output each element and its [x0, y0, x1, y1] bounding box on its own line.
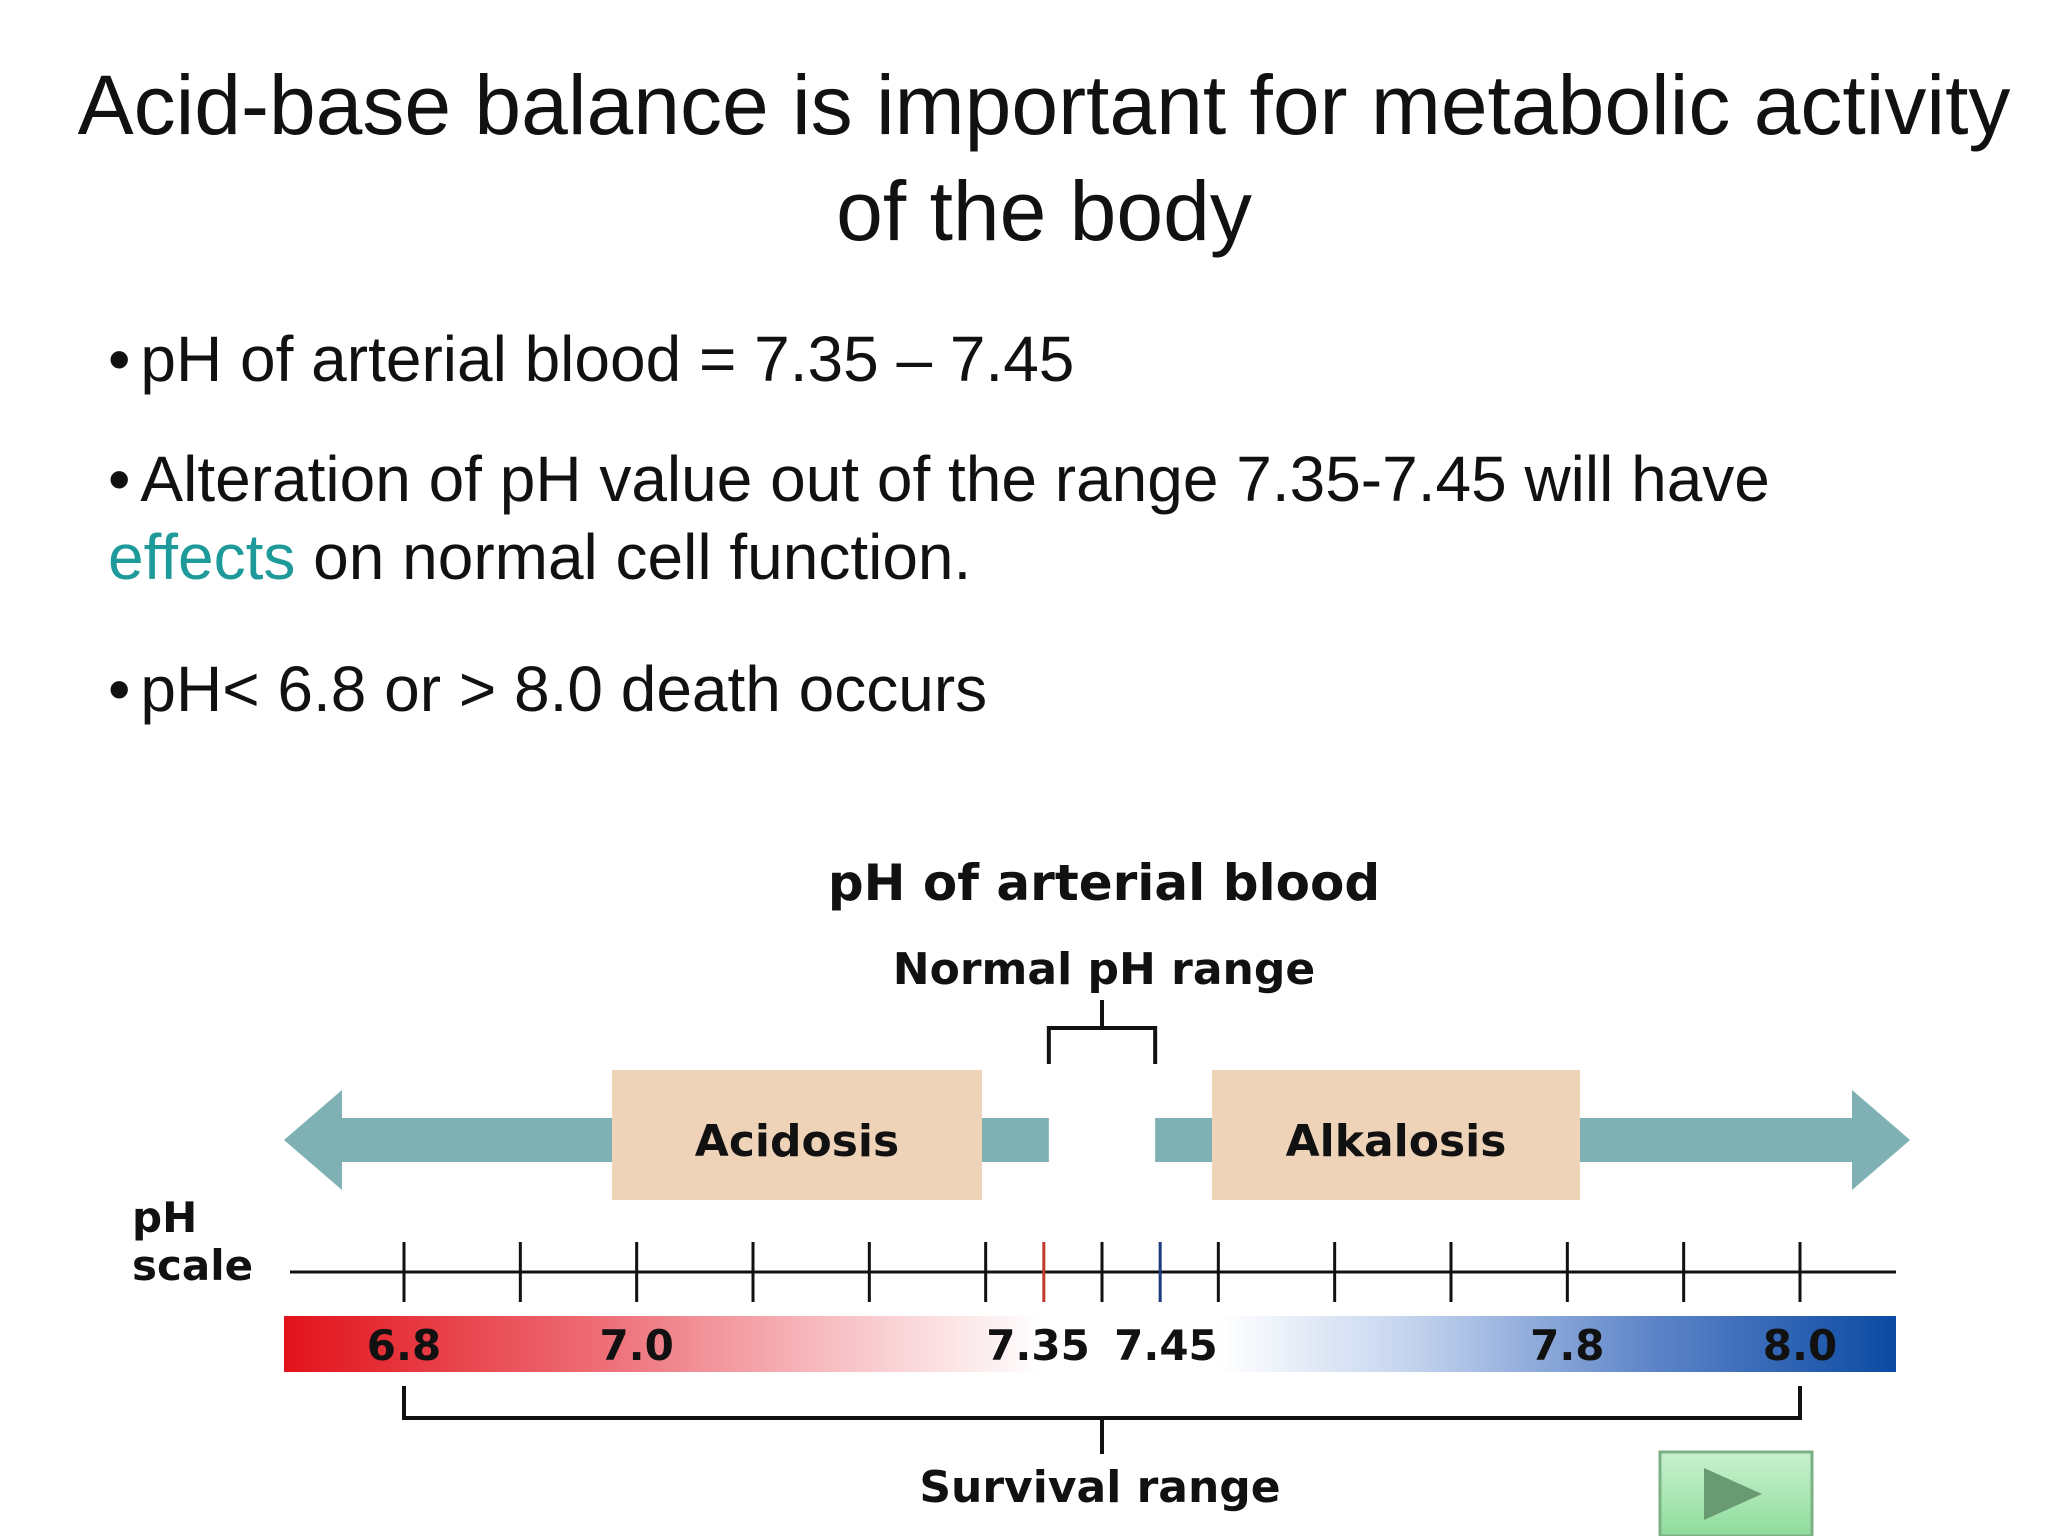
ph-tick-label: 7.45: [1114, 1321, 1218, 1370]
play-triangle-icon: [1704, 1468, 1762, 1520]
ph-tick-label: 6.8: [367, 1321, 441, 1370]
ph-scale-label-line2: scale: [132, 1241, 253, 1290]
normal-range-label: Normal pH range: [893, 944, 1315, 995]
bullet-item-alteration: • Alteration of pH value out of the range…: [108, 440, 1908, 596]
bullet-item-arterial-ph: • pH of arterial blood = 7.35 – 7.45: [108, 320, 1074, 398]
normal-bracket-line: [1046, 1000, 1158, 1064]
ph-scale-diagram: pH of arterial blood Normal pH range Aci…: [132, 854, 1910, 1536]
alkalosis-box: [1212, 1070, 1580, 1200]
bullet-glyph: •: [108, 443, 131, 515]
next-slide-button[interactable]: [1658, 1450, 1814, 1536]
ph-tick-label: 8.0: [1763, 1321, 1837, 1370]
ph-gradient-bar: [284, 1316, 1896, 1372]
slide-title: Acid-base balance is important for metab…: [77, 58, 2011, 258]
ph-tick-label: 7.0: [599, 1321, 673, 1370]
alkalosis-label: Alkalosis: [1286, 1116, 1507, 1167]
highlight-effects: effects: [108, 521, 296, 593]
acidosis-label: Acidosis: [695, 1116, 899, 1167]
ph-scale-ticks: [402, 1242, 1802, 1302]
acidosis-box: [612, 1070, 982, 1200]
diagram-title: pH of arterial blood: [828, 854, 1380, 912]
survival-bracket-line: [402, 1386, 1802, 1454]
normal-range-bracket: [1046, 1000, 1158, 1064]
bullet-glyph: •: [108, 323, 131, 395]
ph-tick-label: 7.8: [1530, 1321, 1604, 1370]
bullet-item-death: • pH< 6.8 or > 8.0 death occurs: [108, 650, 987, 728]
bullet-text-continued: on normal cell function.: [295, 521, 972, 593]
bullet-text: pH of arterial blood = 7.35 – 7.45: [140, 323, 1075, 395]
ph-scale-label-line1: pH: [132, 1193, 197, 1242]
bullet-text: Alteration of pH value out of the range …: [140, 443, 1770, 515]
ph-tick-labels: 6.8 7.0 7.35 7.45 7.8 8.0: [367, 1321, 1837, 1370]
ph-tick-label: 7.35: [986, 1321, 1090, 1370]
bullet-text: pH< 6.8 or > 8.0 death occurs: [140, 653, 988, 725]
bullet-glyph: •: [108, 653, 131, 725]
survival-range-label: Survival range: [919, 1462, 1280, 1513]
survival-range-bracket: [402, 1386, 1802, 1454]
